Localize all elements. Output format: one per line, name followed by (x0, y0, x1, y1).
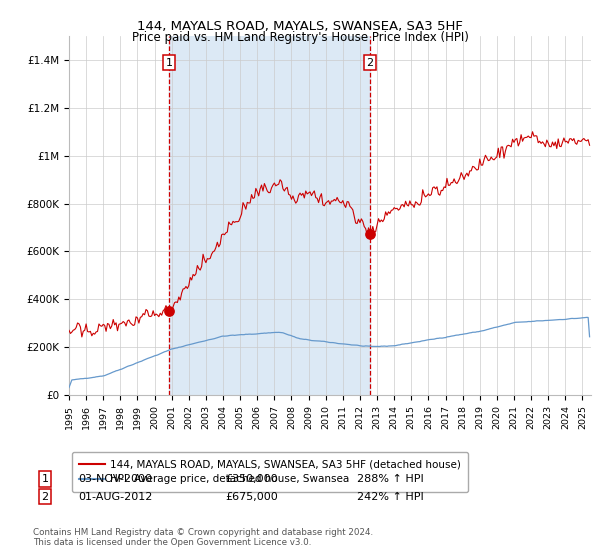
Text: Contains HM Land Registry data © Crown copyright and database right 2024.
This d: Contains HM Land Registry data © Crown c… (33, 528, 373, 547)
Legend: 144, MAYALS ROAD, MAYALS, SWANSEA, SA3 5HF (detached house), HPI: Average price,: 144, MAYALS ROAD, MAYALS, SWANSEA, SA3 5… (71, 452, 469, 492)
Point (164, 307, 174, 316)
Text: 242% ↑ HPI: 242% ↑ HPI (357, 492, 424, 502)
Text: 144, MAYALS ROAD, MAYALS, SWANSEA, SA3 5HF: 144, MAYALS ROAD, MAYALS, SWANSEA, SA3 5… (137, 20, 463, 32)
Text: 1: 1 (166, 58, 172, 68)
Text: £350,000: £350,000 (225, 474, 278, 484)
Text: 288% ↑ HPI: 288% ↑ HPI (357, 474, 424, 484)
Point (365, 229, 374, 238)
Text: 2: 2 (367, 58, 373, 68)
Text: 2: 2 (41, 492, 49, 502)
Text: 03-NOV-2000: 03-NOV-2000 (78, 474, 152, 484)
Bar (169, 36, 370, 395)
Text: 1: 1 (41, 474, 49, 484)
Text: Price paid vs. HM Land Registry's House Price Index (HPI): Price paid vs. HM Land Registry's House … (131, 31, 469, 44)
Text: £675,000: £675,000 (225, 492, 278, 502)
Text: 01-AUG-2012: 01-AUG-2012 (78, 492, 152, 502)
